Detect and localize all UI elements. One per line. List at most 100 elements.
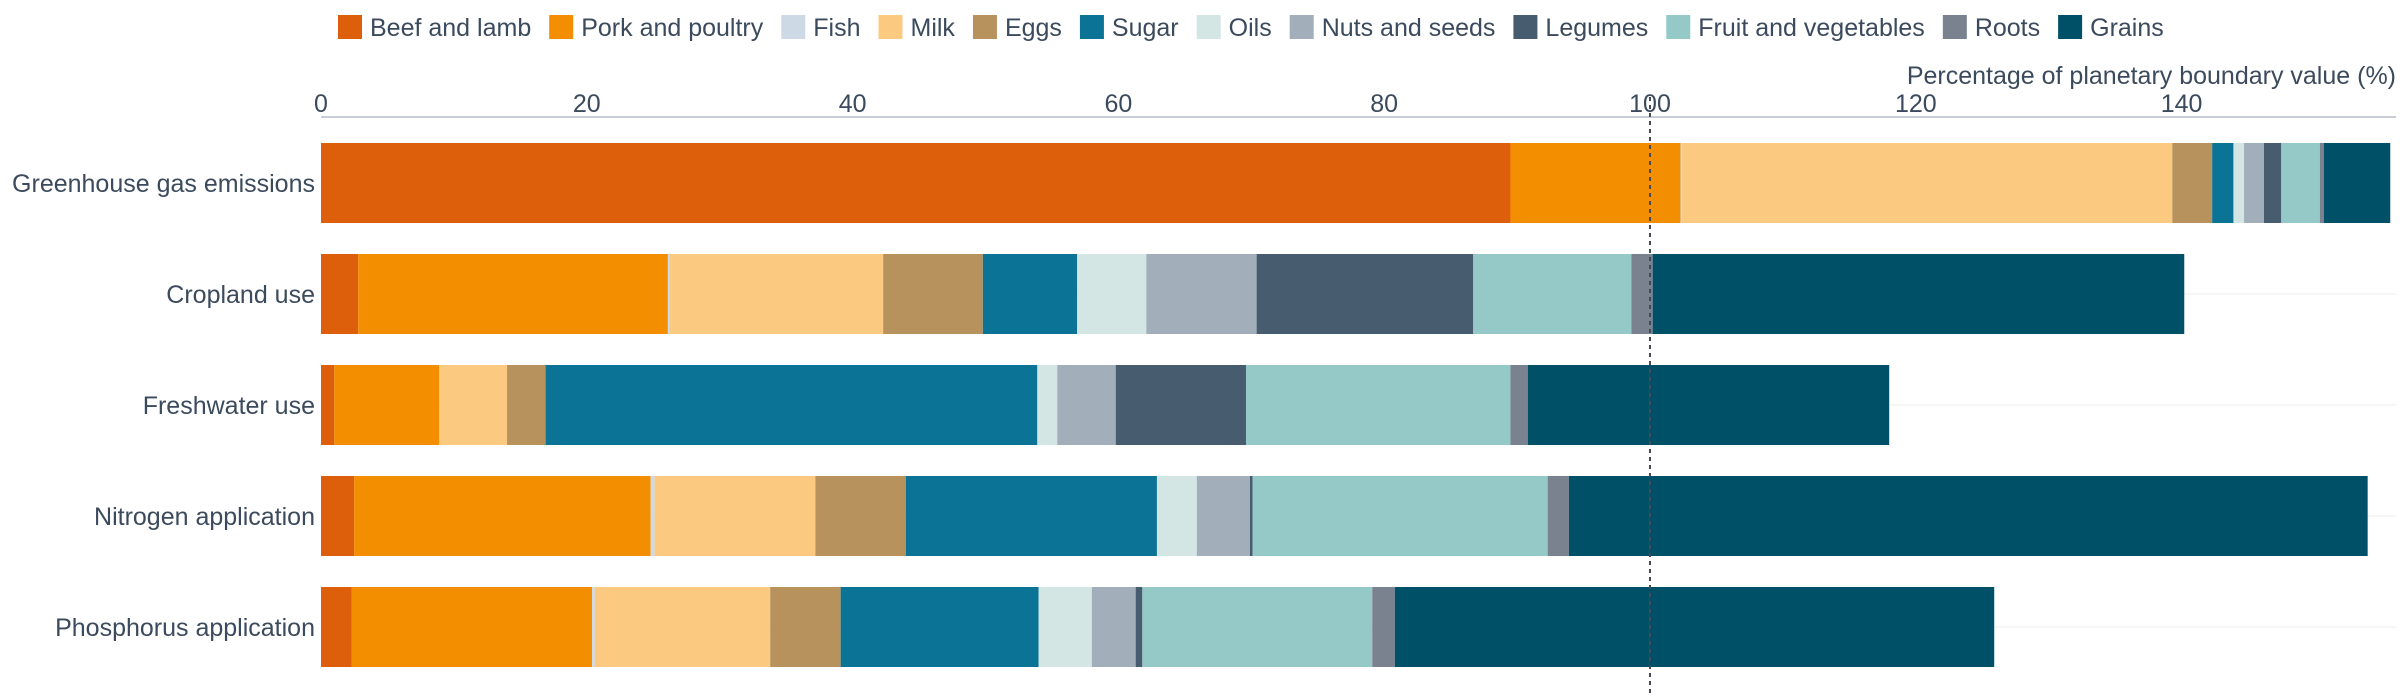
bar-segment [669,254,884,334]
bar-segment [1245,365,1511,445]
bar-segment [1196,476,1250,556]
legend-label: Sugar [1112,14,1179,42]
bar-segment [1372,587,1395,667]
legend-label: Fish [813,14,860,42]
category-label: Nitrogen application [94,503,315,531]
x-tick-label: 40 [839,90,867,118]
bar-segment [1510,143,1681,223]
bar-segment [439,365,508,445]
gridlines [321,293,2396,628]
legend-item: Sugar [1079,14,1179,42]
bar-segment [1037,365,1058,445]
bar-segment [2281,143,2320,223]
category-label: Phosphorus application [55,614,315,642]
category-label: Greenhouse gas emissions [12,170,315,198]
bar-segment [321,587,352,667]
legend-item: Nuts and seeds [1289,14,1496,42]
bar-segment [594,587,771,667]
legend-item: Fruit and vegetables [1666,14,1925,42]
legend-label: Nuts and seeds [1322,14,1496,42]
legend-swatch [1942,15,1967,39]
bar-segment [592,587,595,667]
legend-swatch [972,15,997,39]
bar-segment [1473,254,1632,334]
legend-label: Roots [1975,14,2040,42]
legend-item: Grains [2058,14,2164,42]
legend-swatch [781,15,806,39]
bar-segment [654,476,816,556]
legend-swatch [1289,15,1314,39]
bar-segment [770,587,841,667]
bar-segment [1249,476,1253,556]
bar-segment [1681,143,2173,223]
bar-segment [1394,587,1995,667]
bar-segment [2233,143,2245,223]
bar-segment [1057,365,1116,445]
x-tick-label: 120 [1895,90,1937,118]
x-tick-label: 20 [573,90,601,118]
bar-segment [1547,476,1569,556]
legend-label: Legumes [1545,14,1648,42]
bar-segment [2172,143,2213,223]
bar-segment [351,587,593,667]
legend-item: Oils [1196,14,1272,42]
bar-segment [1252,476,1548,556]
bar-segment [1510,365,1528,445]
legend-swatch [1079,15,1104,39]
bar-row [321,587,1995,667]
legend-swatch [878,15,903,39]
bar-segment [1156,476,1197,556]
legend-label: Fruit and vegetables [1698,14,1925,42]
bar-segment [321,476,355,556]
legend-item: Beef and lamb [338,14,531,42]
x-tick-label: 80 [1370,90,1398,118]
bar-segment [982,254,1078,334]
bar-segment [667,254,670,334]
bar-segment [1680,143,1682,223]
bar-segment [507,365,546,445]
bar-row [321,143,2391,223]
category-labels: Greenhouse gas emissions Cropland use Fres… [12,170,315,642]
bar-segment [1256,254,1474,334]
x-tick-label: 60 [1104,90,1132,118]
bar-segment [2244,143,2264,223]
legend-swatch [338,15,362,39]
bar-segment [1631,254,1653,334]
legend-label: Oils [1229,14,1272,42]
legend: Beef and lamb Pork and poultry Fish Milk Egg… [338,14,2164,42]
x-ticks: 0 20 40 60 80 100 120 140 [314,90,2202,118]
bar-segment [883,254,983,334]
bar-segment [1038,587,1092,667]
bar-row [321,254,2185,334]
bar-segment [1142,587,1373,667]
bar-segment [2212,143,2234,223]
bar-segment [650,476,655,556]
bar-segment [905,476,1157,556]
legend-label: Milk [911,14,956,42]
bar-segment [545,365,1038,445]
legend-item: Legumes [1513,14,1648,42]
bar-row [321,476,2368,556]
bar-segment [1115,365,1246,445]
category-label: Cropland use [166,281,315,309]
legend-item: Eggs [972,14,1062,42]
bar-segment [1091,587,1136,667]
bar-segment [1568,476,2368,556]
x-tick-label: 0 [314,90,328,118]
legend-swatch [1196,15,1221,39]
legend-label: Beef and lamb [370,14,531,42]
bar-segment [321,254,359,334]
legend-swatch [1666,15,1691,39]
bar-segment [321,143,1511,223]
legend-item: Fish [781,14,861,42]
bar-row [321,365,1890,445]
bar-segment [1077,254,1147,334]
bar-segment [354,476,651,556]
bar-segment [321,365,335,445]
legend-item: Roots [1942,14,2040,42]
bar-segment [358,254,668,334]
bar-segment [2263,143,2282,223]
bar-segment [815,476,906,556]
bar-segment [840,587,1039,667]
